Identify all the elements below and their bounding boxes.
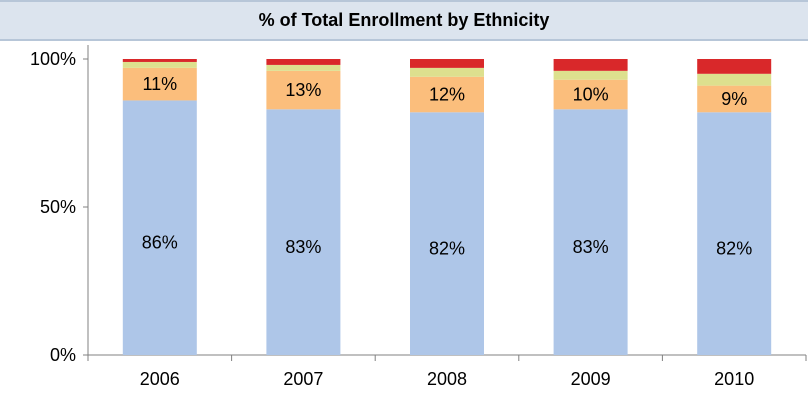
y-tick-label: 50% (40, 197, 76, 217)
bar-segment (553, 70, 628, 80)
data-label: 13% (285, 80, 321, 100)
x-tick-label: 2010 (714, 369, 754, 389)
y-tick-label: 100% (30, 49, 76, 69)
chart-title: % of Total Enrollment by Ethnicity (258, 10, 550, 30)
bar-segment (697, 112, 772, 355)
bar-segment (410, 59, 484, 68)
data-label: 9% (721, 89, 747, 109)
bar-segment (553, 109, 628, 355)
x-tick-label: 2006 (140, 369, 180, 389)
y-tick-label: 0% (50, 345, 76, 365)
bar-segment (697, 85, 772, 113)
data-label: 83% (285, 237, 321, 257)
bar-segment (553, 79, 628, 110)
bar-segment (266, 70, 341, 110)
bar-segment (122, 67, 197, 101)
bar-segment (410, 67, 484, 77)
data-label: 10% (573, 85, 609, 105)
x-tick-label: 2008 (427, 369, 467, 389)
data-label: 11% (142, 74, 177, 94)
data-label: 82% (429, 239, 465, 259)
bar-segment (553, 59, 628, 71)
bar-segment (697, 59, 772, 74)
x-tick-label: 2007 (283, 369, 323, 389)
bar-segment (410, 112, 484, 355)
bar-segment (266, 109, 341, 355)
data-label: 83% (573, 237, 609, 257)
bar-segment (266, 64, 341, 71)
bar-segment (410, 76, 484, 113)
data-label: 86% (142, 233, 178, 253)
bar-segment (266, 59, 341, 65)
data-label: 12% (429, 85, 465, 105)
x-tick-label: 2009 (571, 369, 611, 389)
chart-title-bar: % of Total Enrollment by Ethnicity (0, 0, 808, 41)
bar-segment (122, 59, 197, 62)
bar-segment (697, 73, 772, 86)
bar-segment (122, 61, 197, 68)
bar-segment (122, 100, 197, 355)
data-label: 82% (716, 239, 752, 259)
